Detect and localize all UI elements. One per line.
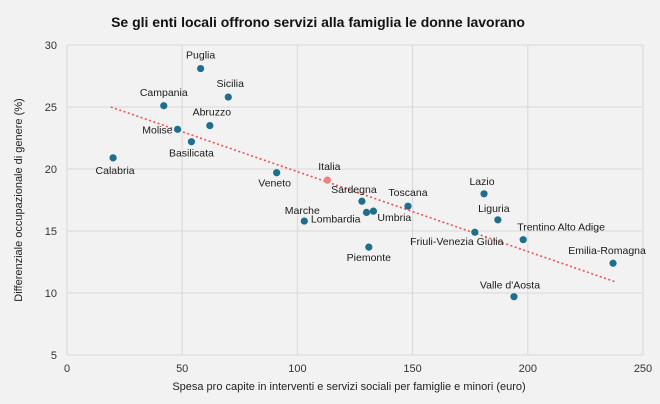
point-piemonte (365, 243, 373, 251)
point-molise (173, 125, 182, 133)
y-tick-label: 25 (45, 102, 57, 114)
point-label: Lombardia (311, 213, 361, 225)
point-puglia (197, 64, 205, 73)
point-label: Trentino Alto Adige (517, 222, 605, 234)
point-sicilia (224, 93, 232, 101)
point-label: Marche (285, 205, 320, 217)
point-basilicata (187, 138, 196, 146)
x-tick-label: 50 (176, 363, 188, 375)
point-label: Veneto (258, 178, 291, 190)
y-tick-label: 20 (45, 164, 57, 176)
point-toscana (404, 202, 412, 210)
point-italia (323, 176, 331, 184)
point-label: Sicilia (217, 78, 245, 90)
point-label: Piemonte (347, 252, 392, 264)
point-valle-d-aosta (510, 293, 518, 301)
trend-line (110, 106, 616, 283)
point-label: Valle d'Aosta (480, 280, 540, 292)
axis-ticks: 5 10 15 20 25 30 0 50 100 150 200 250 (45, 40, 652, 375)
y-tick-label: 10 (45, 288, 57, 300)
chart-title: Se gli enti locali offrono servizi alla … (111, 14, 525, 30)
point-liguria (494, 216, 502, 224)
point-marche (300, 217, 308, 225)
point-campania (160, 102, 168, 110)
point-label: Molise (142, 124, 173, 136)
y-tick-label: 15 (45, 226, 57, 238)
y-tick-label: 30 (45, 40, 57, 52)
point-calabria (109, 154, 117, 162)
x-tick-label: 150 (403, 363, 421, 375)
point-sardegna (358, 197, 366, 205)
y-tick-label: 5 (51, 350, 57, 362)
point-label: Puglia (186, 50, 215, 62)
point-label: Campania (140, 87, 188, 99)
point-label: Umbria (377, 212, 411, 224)
point-label: Sardegna (331, 184, 377, 196)
x-tick-label: 250 (634, 363, 652, 375)
x-tick-label: 200 (519, 363, 537, 375)
point-veneto (273, 169, 281, 177)
x-tick-label: 100 (288, 363, 306, 375)
data-points: Puglia Sicilia Campania Abruzzo Molise Basili… (96, 50, 646, 301)
point-label: Liguria (478, 203, 510, 215)
point-label: Basilicata (169, 148, 214, 160)
point-umbria (369, 207, 378, 215)
point-lazio (480, 190, 488, 198)
point-label: Toscana (388, 187, 427, 199)
point-label: Abruzzo (193, 107, 232, 119)
point-lombardia (362, 208, 371, 216)
point-abruzzo (206, 122, 214, 130)
x-axis-label: Spesa pro capite in interventi e servizi… (172, 381, 525, 393)
point-emilia-romagna (609, 259, 617, 267)
point-label: Emilia-Romagna (568, 245, 646, 257)
point-label: Italia (318, 161, 340, 173)
point-friuli-venezia-giulia (471, 228, 479, 236)
x-tick-label: 0 (64, 363, 70, 375)
point-label: Calabria (96, 165, 135, 177)
point-label: Friuli-Venezia Giulia (410, 236, 504, 248)
point-label: Lazio (469, 176, 494, 188)
y-axis-label: Differenziale occupazionale di genere (%… (13, 98, 25, 301)
point-trentino-alto-adige (519, 236, 527, 244)
